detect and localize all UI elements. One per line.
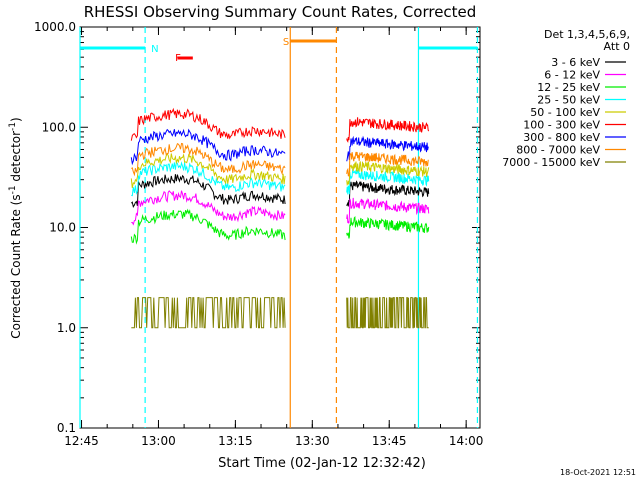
legend-label: 25 - 50 keV [537,94,600,107]
x-tick-label: 12:45 [64,434,99,448]
y-tick-label: 1.0 [57,321,76,335]
series-line-5-seg-0 [130,107,286,141]
legend-label: 300 - 800 keV [523,131,600,144]
x-axis-label: Start Time (02-Jan-12 12:32:42) [218,456,426,471]
legend-header-detectors: Det 1,3,4,5,6,9, [544,28,630,41]
series-line-5-seg-1 [346,117,430,143]
legend-label: 100 - 300 keV [523,119,600,132]
legend-header-attenuator: Att 0 [604,40,630,53]
series-line-0-seg-1 [346,180,430,207]
series-line-4-seg-0 [130,152,286,188]
x-tick-label: 13:00 [141,434,176,448]
series-line-6-seg-1 [346,135,429,162]
series-line-3-seg-1 [346,169,430,195]
x-tick-label: 13:45 [372,434,407,448]
series-line-7-seg-0 [131,142,286,177]
x-tick-label: 13:15 [218,434,253,448]
y-tick-label: 0.1 [57,421,76,435]
legend-label: 800 - 7000 keV [516,144,600,157]
flag-label-n: N [151,44,158,55]
legend-label: 12 - 25 keV [537,81,600,94]
series-line-2-seg-1 [346,216,430,239]
series-layer [130,107,430,329]
series-line-1-seg-0 [131,190,286,226]
series-line-1-seg-1 [346,197,430,224]
flag-label-s: S [283,37,289,48]
y-axis-label: Corrected Count Rate (s-1 detector-1) [8,117,23,338]
legend-label: 50 - 100 keV [530,106,600,119]
series-line-2-seg-0 [130,208,286,245]
y-tick-label: 100.0 [42,120,76,134]
y-tick-label: 1000.0 [34,20,76,34]
legend-label: 7000 - 15000 keV [502,156,600,169]
series-line-8-seg-1 [346,297,429,329]
y-tick-label: 10.0 [49,221,76,235]
x-axis: 12:45 13:00 13:15 13:30 13:45 14:00 [64,27,483,448]
series-line-4-seg-1 [346,161,430,186]
legend-label: 3 - 6 keV [551,56,600,69]
x-tick-label: 13:30 [295,434,330,448]
series-line-8-seg-0 [131,297,286,329]
x-tick-label: 14:00 [449,434,484,448]
series-line-0-seg-0 [130,174,286,208]
legend-label: 6 - 12 keV [544,69,600,82]
flag-overlays: N F S [79,27,479,428]
series-line-7-seg-1 [346,151,429,177]
series-line-6-seg-0 [130,128,286,166]
footer-timestamp: 18-Oct-2021 12:51 [560,468,636,477]
chart-title: RHESSI Observing Summary Count Rates, Co… [84,3,477,21]
flag-label-f: F [175,53,181,64]
